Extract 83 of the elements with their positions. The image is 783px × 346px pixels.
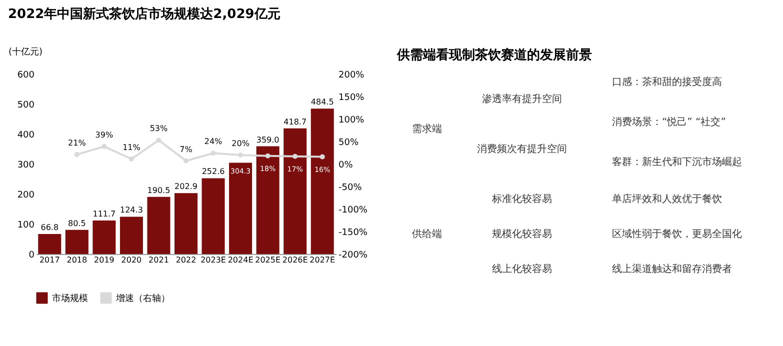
data-label: 484.5 (310, 98, 334, 107)
point (265, 153, 270, 158)
y-tick-label: 400 (17, 130, 35, 140)
x-tick-label: 2027E (310, 256, 336, 264)
y-tick-label: 100 (17, 220, 35, 230)
x-tick-label: 2019 (94, 256, 114, 264)
bar (147, 196, 170, 254)
data-label: 11% (122, 143, 141, 152)
text: 标准化较容易 (491, 193, 552, 205)
point (184, 158, 188, 164)
text: 规模化较容易 (492, 228, 552, 240)
y2-tick-label: -150% (338, 228, 368, 238)
y-tick-label: 500 (17, 100, 35, 110)
data-label: 39% (95, 130, 114, 140)
data-label: 359.0 (256, 135, 280, 144)
point (128, 156, 134, 162)
bar (38, 234, 62, 254)
point (74, 152, 80, 158)
point (210, 150, 216, 156)
text: 需求端 (412, 123, 442, 135)
y2-tick-label: -100% (338, 206, 368, 216)
point (156, 138, 162, 143)
x-tick-label: 2024E (228, 256, 254, 264)
y2-tick-label: 100% (338, 116, 365, 126)
text: 口感：茶和甜的接受度高 (612, 76, 722, 88)
chart-title: 2022年中国新式茶饮店市场规模达2,029亿元 (8, 6, 280, 22)
data-label: 80.5 (68, 218, 86, 228)
data-label: 124.3 (120, 206, 143, 215)
x-tick-label: 2025E (255, 256, 281, 264)
data-label: 190.5 (147, 186, 170, 195)
point (320, 154, 325, 160)
text: 消费场景：“悦己” “社交” (612, 116, 726, 128)
legend-label: 市场规模 (52, 293, 88, 304)
point (102, 144, 107, 149)
text: 供给端 (412, 228, 442, 240)
x-tick-label: 2017 (39, 256, 60, 264)
data-label: 53% (150, 124, 168, 134)
bar (120, 216, 143, 254)
data-label: 418.7 (284, 117, 307, 126)
y2-tick-label: 50% (338, 138, 359, 148)
y-tick-label: 0 (28, 250, 35, 260)
data-label: 111.7 (92, 209, 116, 218)
bar (202, 178, 225, 254)
y2-tick-label: 150% (338, 93, 365, 103)
text: 线上化较容易 (492, 263, 552, 275)
y2-tick-label: 0% (338, 160, 354, 170)
data-label: 202.9 (174, 182, 198, 192)
data-label: 20% (232, 139, 250, 148)
point (238, 152, 244, 158)
point (292, 154, 298, 159)
text: 区域性弱于餐饮，更易全国化 (612, 228, 742, 240)
y-tick-label: 600 (17, 70, 35, 80)
bar (65, 230, 88, 254)
y-axis-title: (十亿元) (8, 46, 43, 58)
data-label: 7% (180, 144, 193, 154)
text: 供需端看现制茶饮赛道的发展前景 (396, 47, 592, 63)
bar (256, 146, 280, 254)
x-tick-label: 2020 (121, 256, 142, 264)
x-tick-label: 2022 (176, 256, 196, 264)
bar (284, 128, 307, 254)
text: 消费频次有提升空间 (477, 143, 567, 155)
text: 客群：新生代和下沉市场崛起 (612, 156, 742, 168)
x-tick-label: 2023E (200, 256, 226, 264)
legend-label: 增速（右轴） (115, 293, 170, 304)
text: 线上渠道触达和留存消费者 (612, 263, 732, 275)
y2-tick-label: -50% (338, 183, 362, 193)
bar (92, 220, 116, 254)
data-label: 66.8 (40, 222, 59, 232)
y-tick-label: 300 (17, 160, 35, 170)
y2-tick-label: -200% (338, 250, 368, 260)
data-label: 24% (204, 137, 223, 146)
text: 单店坪效和人效优于餐饮 (612, 193, 722, 205)
bar (310, 108, 334, 254)
bar (229, 162, 252, 254)
data-label: 21% (68, 138, 86, 148)
x-tick-label: 2021 (148, 256, 169, 264)
data-label: 252.6 (202, 167, 225, 176)
y2-tick-label: 200% (338, 70, 365, 80)
bar (174, 193, 198, 254)
y-tick-label: 200 (17, 190, 35, 200)
x-tick-label: 2018 (66, 256, 88, 264)
x-tick-label: 2026E (282, 256, 308, 264)
text: 渗透率有提升空间 (482, 93, 562, 105)
